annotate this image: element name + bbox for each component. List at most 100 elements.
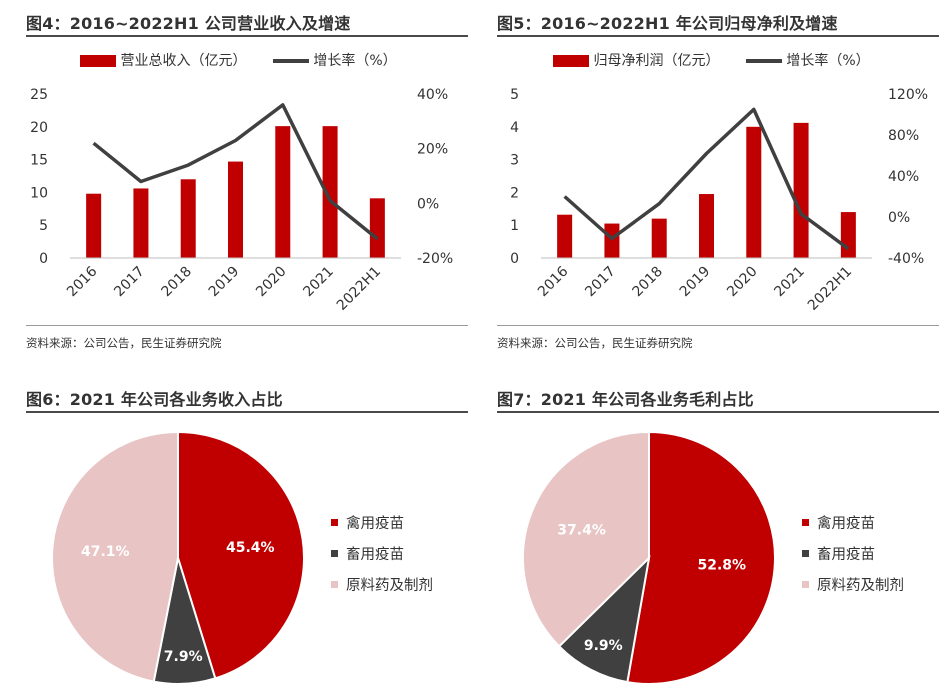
legend-line-swatch xyxy=(745,59,782,63)
bar xyxy=(699,194,714,258)
panel-gross-profit-share: 图7：2021 年公司各业务毛利占比 52.8% 9.9% 37.4% 禽用疫苗 畜… xyxy=(497,386,939,686)
bar xyxy=(322,126,338,258)
legend-line-label: 增长率（%） xyxy=(313,53,397,69)
bar xyxy=(369,198,385,258)
x-tick-label: 2016 xyxy=(535,263,572,300)
bar xyxy=(180,179,196,258)
y-right-tick-label: 40% xyxy=(888,169,919,185)
slice-data-label: 7.9% xyxy=(164,649,203,665)
panel-net-profit: 图5：2016~2022H1 年公司归母净利及增速 归母净利润（亿元） 增长率（… xyxy=(497,10,939,355)
y-right-tick-label: 0% xyxy=(417,196,439,212)
legend-label: 原料药及制剂 xyxy=(817,578,904,594)
y-right-tick-label: 40% xyxy=(417,87,448,103)
legend-item: 禽用疫苗 xyxy=(802,514,904,545)
y-left-tick-label: 5 xyxy=(510,87,519,103)
legend-swatch xyxy=(331,518,338,526)
bar xyxy=(228,161,243,258)
legend-label: 原料药及制剂 xyxy=(346,578,433,594)
x-tick-label: 2018 xyxy=(630,264,667,301)
pie-chart-gross-profit-share: 52.8% 9.9% 37.4% xyxy=(522,430,776,685)
slice-data-label: 45.4% xyxy=(226,540,275,556)
pie-legend: 禽用疫苗 畜用疫苗 原料药及制剂 xyxy=(802,514,904,607)
legend-item: 原料药及制剂 xyxy=(802,576,904,607)
x-tick-label: 2016 xyxy=(64,263,101,300)
legend-item: 畜用疫苗 xyxy=(331,545,433,576)
pie-slice xyxy=(522,430,650,648)
y-left-tick-label: 0 xyxy=(39,251,48,267)
chart-legend: 营业总收入（亿元） 增长率（%） xyxy=(80,50,397,70)
bar xyxy=(133,188,149,258)
source-note: 资料来源：公司公告，民生证券研究院 xyxy=(497,336,693,350)
legend-swatch xyxy=(802,518,809,526)
bar xyxy=(746,126,762,258)
slice-data-label: 9.9% xyxy=(584,638,623,654)
chart-title: 图6：2021 年公司各业务收入占比 xyxy=(26,390,283,409)
legend-bar-label: 营业总收入（亿元） xyxy=(120,53,247,69)
x-tick-label: 2020 xyxy=(724,264,761,301)
x-tick-label: 2019 xyxy=(677,264,714,301)
pie-legend: 禽用疫苗 畜用疫苗 原料药及制剂 xyxy=(331,514,433,607)
legend-swatch xyxy=(802,549,809,557)
panel-revenue-share: 图6：2021 年公司各业务收入占比 45.4% 7.9% 47.1% 禽用疫苗 畜… xyxy=(26,386,468,686)
combo-chart-net-profit: 0 1 2 3 4 5 -40% 0% 40% 80% 120% 2016 2017 2018 2019 20… xyxy=(510,87,928,314)
pie-slice xyxy=(177,430,305,680)
growth-rate-line xyxy=(563,107,850,251)
x-tick-label: 2017 xyxy=(111,264,148,301)
x-tick-label: 2019 xyxy=(206,264,243,301)
legend-label: 禽用疫苗 xyxy=(346,516,404,532)
bar xyxy=(793,122,809,258)
pie-slice xyxy=(557,555,651,684)
chart-legend: 归母净利润（亿元） 增长率（%） xyxy=(553,50,870,70)
y-right-tick-label: 20% xyxy=(417,142,448,158)
bar xyxy=(651,218,667,258)
legend-bar-swatch xyxy=(553,55,589,67)
legend-bar-label: 归母净利润（亿元） xyxy=(593,53,720,69)
x-tick-label: 2022H1 xyxy=(334,264,384,314)
y-left-tick-label: 4 xyxy=(510,120,519,136)
y-left-tick-label: 25 xyxy=(30,87,48,103)
slice-data-label: 47.1% xyxy=(81,544,130,560)
legend-label: 禽用疫苗 xyxy=(817,516,875,532)
pie-slice xyxy=(51,430,179,683)
legend-label: 畜用疫苗 xyxy=(346,547,404,563)
x-tick-label: 2018 xyxy=(159,264,196,301)
x-tick-label: 2017 xyxy=(582,264,619,301)
legend-swatch xyxy=(802,580,809,588)
legend-item: 原料药及制剂 xyxy=(331,576,433,607)
chart-title: 图4：2016~2022H1 公司营业收入及增速 xyxy=(26,14,351,33)
y-right-tick-label: -40% xyxy=(888,251,924,267)
y-left-tick-label: 5 xyxy=(39,218,48,234)
y-left-tick-label: 0 xyxy=(510,251,519,267)
x-tick-label: 2020 xyxy=(253,264,290,301)
legend-label: 畜用疫苗 xyxy=(817,547,875,563)
chart-title: 图7：2021 年公司各业务毛利占比 xyxy=(497,390,754,409)
bar xyxy=(557,214,573,258)
bar xyxy=(86,193,102,258)
source-note: 资料来源：公司公告，民生证券研究院 xyxy=(26,336,222,350)
y-left-tick-label: 3 xyxy=(510,153,519,169)
source-rule xyxy=(26,325,468,326)
y-left-tick-label: 20 xyxy=(30,120,48,136)
bar xyxy=(275,126,291,258)
title-rule xyxy=(26,35,468,37)
legend-swatch xyxy=(331,580,338,588)
slice-data-label: 52.8% xyxy=(698,557,747,573)
panel-revenue: 图4：2016~2022H1 公司营业收入及增速 营业总收入（亿元） 增长率（%… xyxy=(26,10,468,355)
y-left-tick-label: 10 xyxy=(30,185,48,201)
legend-item: 禽用疫苗 xyxy=(331,514,433,545)
legend-swatch xyxy=(331,549,338,557)
legend-item: 畜用疫苗 xyxy=(802,545,904,576)
y-right-tick-label: 0% xyxy=(888,210,910,226)
y-left-tick-label: 15 xyxy=(30,153,48,169)
pie-slice xyxy=(626,430,776,685)
y-left-tick-label: 2 xyxy=(510,185,519,201)
y-right-tick-label: 80% xyxy=(888,128,919,144)
legend-line-swatch xyxy=(272,59,309,63)
chart-title: 图5：2016~2022H1 年公司归母净利及增速 xyxy=(497,14,838,33)
combo-chart-revenue: 0 5 10 15 20 25 -20% 0% 20% 40% 2016 2017 2018 2019 20… xyxy=(30,87,453,314)
y-right-tick-label: 120% xyxy=(888,87,928,103)
x-tick-label: 2021 xyxy=(771,264,808,301)
slice-data-label: 37.4% xyxy=(557,523,606,539)
x-tick-label: 2021 xyxy=(300,264,337,301)
y-left-tick-label: 1 xyxy=(510,218,519,234)
